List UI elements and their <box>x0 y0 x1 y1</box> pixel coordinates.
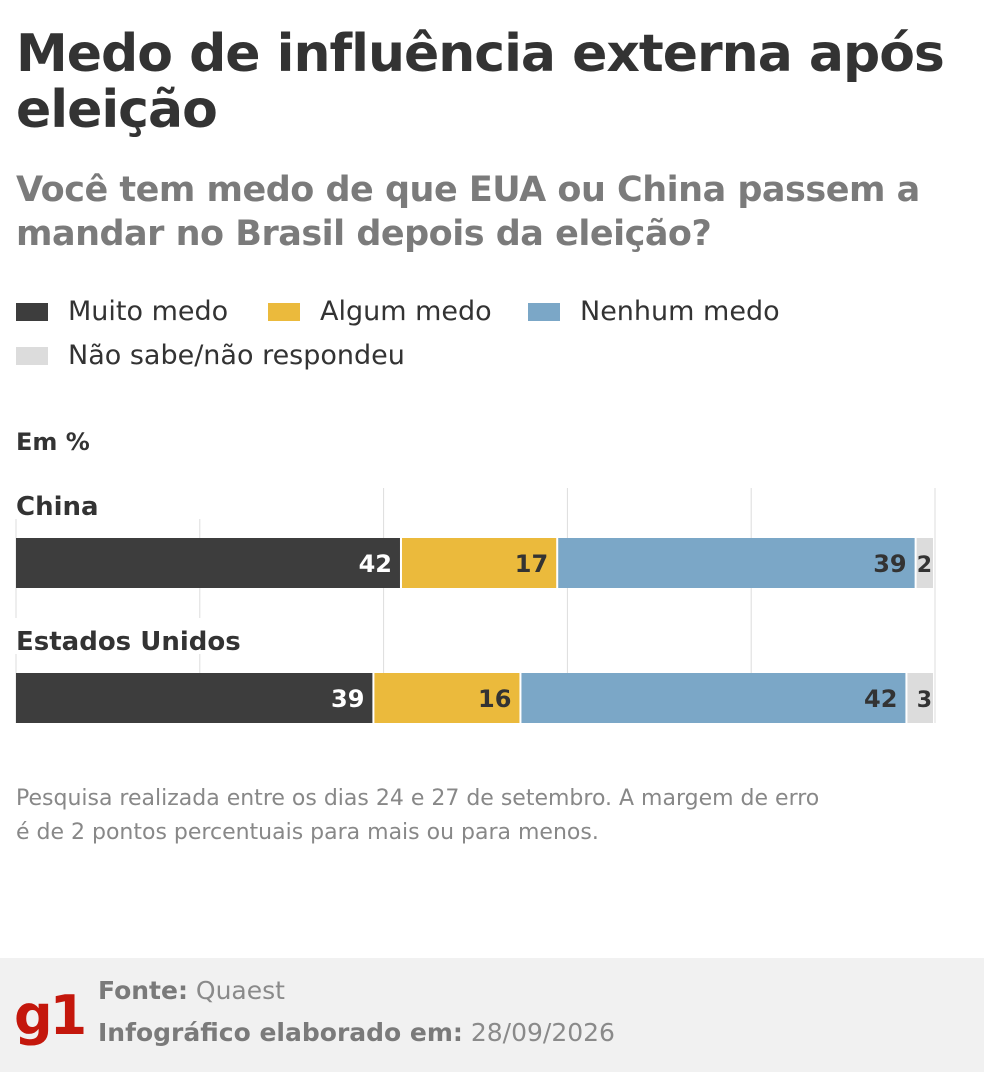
bar-segment <box>16 538 400 588</box>
category-label-bg <box>14 618 214 654</box>
legend-label: Muito medo <box>68 296 229 327</box>
bar-value-label: 42 <box>864 685 897 713</box>
source-value: Quaest <box>195 976 285 1005</box>
methodology-note: Pesquisa realizada entre os dias 24 e 27… <box>16 786 820 845</box>
date-value: 28/09/2026 <box>470 1018 615 1047</box>
category-label: Estados Unidos <box>16 627 241 657</box>
legend-item-muito-medo: Muito medo <box>16 296 228 327</box>
footer: g1 Fonte: Quaest Infográfico elaborado e… <box>0 958 984 1072</box>
bar-value-label: 17 <box>515 550 548 578</box>
category-label: China <box>16 492 99 522</box>
bar-value-label: 2 <box>917 553 932 578</box>
bar-value-label: 39 <box>331 685 364 713</box>
legend-swatch <box>268 302 300 321</box>
bar-segment <box>907 673 933 723</box>
bar-value-label: 39 <box>873 550 906 578</box>
legend-swatch <box>528 302 560 321</box>
unit-label: Em % <box>16 428 90 456</box>
legend-label: Nenhum medo <box>580 296 780 327</box>
legend-item-nenhum-medo: Nenhum medo <box>528 296 780 327</box>
stacked-bar-chart: China 42 17 39 2 Estados Unidos 39 16 42 3 <box>14 483 936 723</box>
legend-label: Algum medo <box>320 296 492 327</box>
bar-segment <box>16 673 373 723</box>
chart-subtitle: Você tem medo de que EUA ou China passem… <box>16 170 920 254</box>
category-label-bg <box>14 483 214 519</box>
bar-value-label: 3 <box>917 688 932 713</box>
bar-value-label: 42 <box>359 550 392 578</box>
legend-item-nao-sabe: Não sabe/não respondeu <box>16 340 405 371</box>
g1-logo: g1 <box>14 984 87 1047</box>
bar-segment <box>916 538 933 588</box>
legend-item-algum-medo: Algum medo <box>268 296 492 327</box>
legend-label: Não sabe/não respondeu <box>68 340 405 371</box>
source-line: Fonte: Quaest <box>98 976 285 1005</box>
bar-segment <box>521 673 906 723</box>
legend-swatch <box>16 346 48 365</box>
chart-title: Medo de influência externa após eleição <box>16 24 945 140</box>
date-label: Infográfico elaborado em: <box>98 1018 463 1047</box>
legend-swatch <box>16 302 48 321</box>
bar-value-label: 16 <box>478 685 511 713</box>
bar-segment <box>558 538 915 588</box>
date-line: Infográfico elaborado em: 28/09/2026 <box>98 1018 615 1047</box>
source-label: Fonte: <box>98 976 188 1005</box>
bar-segment <box>374 673 520 723</box>
bar-segment <box>401 538 557 588</box>
